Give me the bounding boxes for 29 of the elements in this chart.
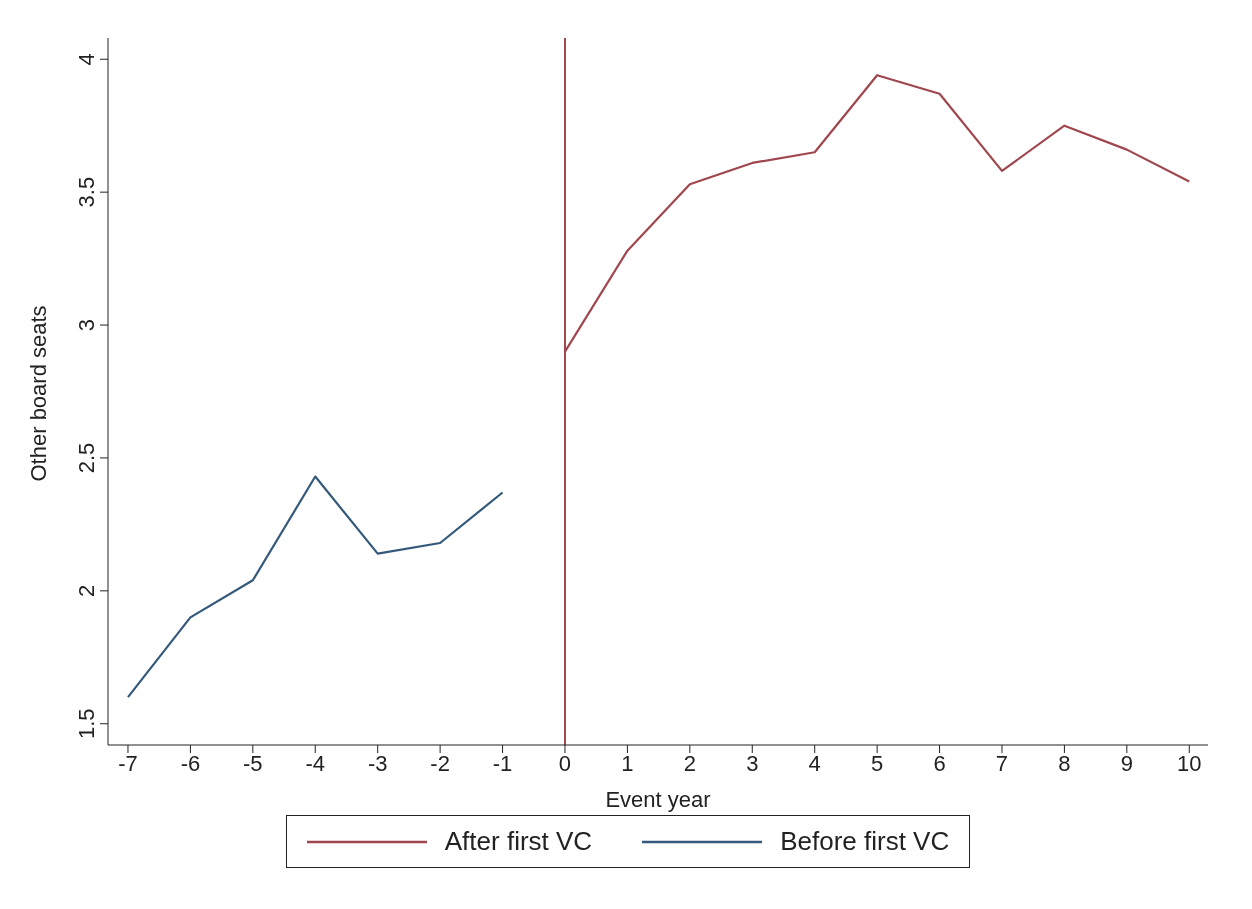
y-tick-label: 2.5 [74, 442, 99, 474]
x-tick-label: 2 [683, 750, 696, 776]
x-tick-label: -7 [118, 750, 138, 776]
x-tick-label: 9 [1120, 750, 1133, 776]
line-series [126, 475, 504, 699]
x-tick-label: 5 [871, 750, 884, 776]
x-tick-label: 6 [933, 750, 946, 776]
x-tick-label: 7 [995, 750, 1009, 776]
x-tick-label: 3 [746, 750, 759, 776]
x-tick-label: -4 [305, 750, 326, 776]
legend-label: Before first VC [780, 826, 950, 857]
x-tick-label: -5 [243, 750, 263, 776]
x-tick-label: 0 [558, 750, 572, 776]
x-tick-label: 4 [808, 750, 821, 776]
y-tick-label: 3.5 [74, 176, 99, 208]
x-tick-label: 10 [1177, 750, 1202, 776]
x-tick-label: -6 [180, 750, 201, 776]
legend-label: After first VC [444, 826, 593, 857]
x-axis-title: Event year [605, 787, 711, 812]
y-axis-title: Other board seats [25, 305, 51, 482]
y-tick-label: 3 [74, 318, 99, 332]
y-tick-label: 1.5 [74, 708, 99, 740]
x-tick-label: 1 [621, 750, 634, 776]
x-tick-label: 8 [1058, 750, 1071, 776]
x-tick-label: -3 [367, 750, 388, 776]
x-tick-label: -1 [492, 750, 513, 776]
y-tick-label: 4 [74, 53, 99, 66]
x-tick-label: -2 [430, 750, 450, 776]
y-tick-label: 2 [74, 584, 99, 597]
